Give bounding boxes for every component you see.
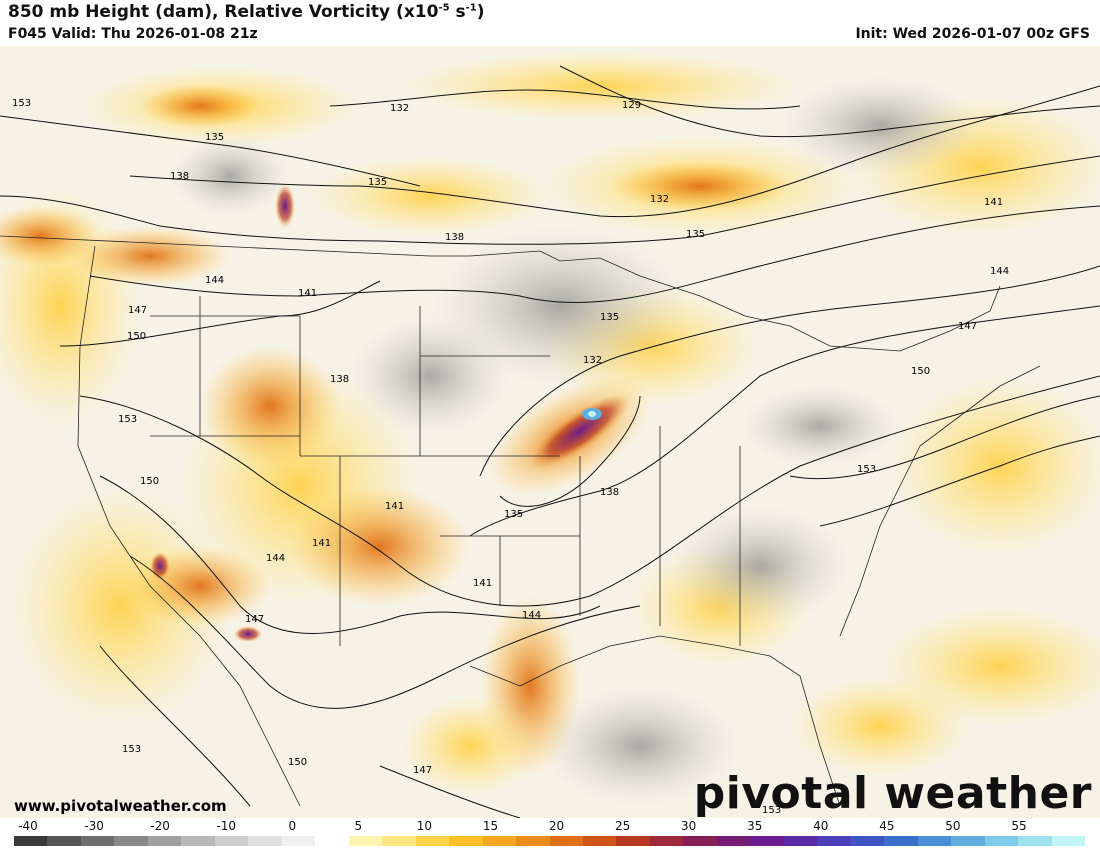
colorbar-label: -40 [18,819,38,833]
contour-label: 150 [140,476,159,487]
colorbar-label: 25 [614,819,631,833]
vorticity-field [0,46,1100,818]
contour-label: 135 [205,132,224,143]
colorbar-label: 0 [288,819,297,833]
colorbar-label: -30 [84,819,104,833]
contour-label: 144 [990,266,1009,277]
colorbar-label: 55 [1011,819,1027,833]
contour-label: 150 [288,757,307,768]
contour-label: 153 [118,414,137,425]
colorbar-swatch [1051,836,1085,846]
contour-label: 132 [583,355,602,366]
colorbar-swatch [147,836,182,846]
colorbar-swatch [47,836,81,846]
colorbar-swatch [850,836,885,846]
colorbar-swatch [951,836,985,846]
contour-label: 153 [762,805,781,816]
contour-label: 147 [413,765,432,776]
colorbar-swatch [984,836,1019,846]
colorbar-swatch [1018,836,1052,846]
weather-map[interactable]: 132 129 135 138 135 141 138 144 147 150 … [0,46,1100,818]
contour-label: 150 [127,331,146,342]
colorbar-swatch [616,836,650,846]
contour-label: 153 [857,464,876,475]
colorbar-label: 10 [416,819,433,833]
colorbar-swatch [783,836,818,846]
colorbar-swatch [181,836,215,846]
colorbar-swatch [382,836,416,846]
contour-label: 141 [298,288,317,299]
contour-label: 138 [330,374,349,385]
watermark-url: www.pivotalweather.com [14,797,227,815]
colorbar-label: 30 [681,819,697,833]
contour-label: 138 [170,171,189,182]
colorbar-swatch [482,836,517,846]
contour-label: 138 [445,232,464,243]
colorbar-label: 45 [879,819,895,833]
colorbar-swatch [917,836,952,846]
colorbar-label: -10 [216,819,236,833]
colorbar-swatch [817,836,851,846]
colorbar-label: 20 [548,819,565,833]
brand-logo: pivotal weather [693,768,1092,819]
colorbar-labels: -40 -30 -20 -10 0 5 10 15 20 25 30 35 40 45 50 55 [0,819,1100,835]
contour-label: 144 [266,553,285,564]
colorbar-swatch [348,836,383,846]
colorbar-swatch [315,836,349,846]
colorbar-label: 50 [945,819,961,833]
colorbar-swatch [582,836,617,846]
contour-label: 135 [504,509,523,520]
contour-label: 144 [205,275,224,286]
geographic-boundaries [0,235,1041,807]
colorbar-swatch [716,836,751,846]
contour-label: 153 [12,98,31,109]
contour-label: 132 [650,194,669,205]
contour-labels: 132 129 135 138 135 141 138 144 147 150 … [12,98,1009,816]
contour-label: 147 [128,305,147,316]
valid-time: F045 Valid: Thu 2026-01-08 21z [8,26,258,42]
colorbar-swatch [214,836,249,846]
colorbar-swatch [649,836,684,846]
contour-label: 132 [390,103,409,114]
colorbar-swatch [248,836,282,846]
contour-label: 129 [622,100,641,111]
colorbar-swatch [281,836,316,846]
contour-label: 147 [245,614,264,625]
colorbar-swatch [415,836,450,846]
colorbar-swatch [14,836,48,846]
contour-label: 144 [522,610,541,621]
colorbar-swatch [750,836,784,846]
contour-label: 135 [686,229,705,240]
colorbar-swatch [549,836,583,846]
colorbar-swatch [683,836,717,846]
colorbar-swatch [516,836,550,846]
contour-label: 141 [473,578,492,589]
colorbar-label: 40 [813,819,829,833]
contour-label: 141 [385,501,404,512]
colorbar-swatch [884,836,918,846]
colorbar [14,836,1085,846]
colorbar-label: 15 [482,819,499,833]
contour-label: 141 [312,538,331,549]
contour-label: 150 [911,366,930,377]
map-title: 850 mb Height (dam), Relative Vorticity … [8,2,485,22]
init-time: Init: Wed 2026-01-07 00z GFS [855,26,1090,42]
contour-label: 141 [984,197,1003,208]
colorbar-swatch [449,836,483,846]
colorbar-label: 5 [354,819,363,833]
contour-label: 138 [600,487,619,498]
colorbar-label: 35 [747,819,763,833]
colorbar-label: -20 [150,819,170,833]
colorbar-swatch [80,836,115,846]
contour-label: 135 [368,177,387,188]
height-contours [0,65,1100,818]
contour-label: 135 [600,312,619,323]
colorbar-swatch [114,836,148,846]
contour-label: 147 [958,321,977,332]
header: 850 mb Height (dam), Relative Vorticity … [0,0,1100,46]
contour-label: 153 [122,744,141,755]
